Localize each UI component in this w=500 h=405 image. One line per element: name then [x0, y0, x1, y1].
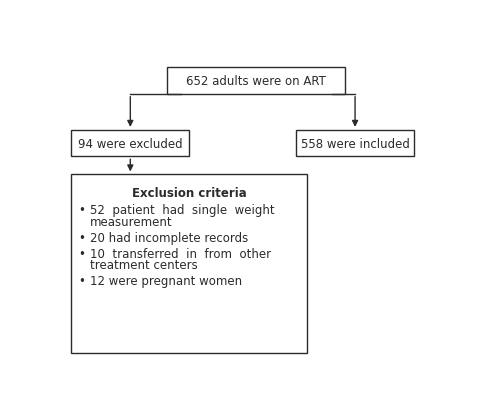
- Text: 52  patient  had  single  weight: 52 patient had single weight: [90, 204, 274, 217]
- Text: 12 were pregnant women: 12 were pregnant women: [90, 274, 242, 287]
- Text: Exclusion criteria: Exclusion criteria: [132, 187, 246, 200]
- Bar: [71, 130, 190, 157]
- Text: 652 adults were on ART: 652 adults were on ART: [186, 75, 326, 88]
- Text: •: •: [78, 274, 85, 287]
- Text: treatment centers: treatment centers: [90, 259, 198, 272]
- Text: measurement: measurement: [90, 216, 172, 229]
- Bar: [71, 175, 308, 353]
- Text: •: •: [78, 247, 85, 260]
- Text: 558 were included: 558 were included: [300, 137, 410, 150]
- Text: 94 were excluded: 94 were excluded: [78, 137, 182, 150]
- Bar: [296, 130, 414, 157]
- Text: 10  transferred  in  from  other: 10 transferred in from other: [90, 247, 271, 260]
- Text: 20 had incomplete records: 20 had incomplete records: [90, 231, 248, 244]
- Bar: [167, 68, 346, 95]
- Text: •: •: [78, 204, 85, 217]
- Text: •: •: [78, 231, 85, 244]
